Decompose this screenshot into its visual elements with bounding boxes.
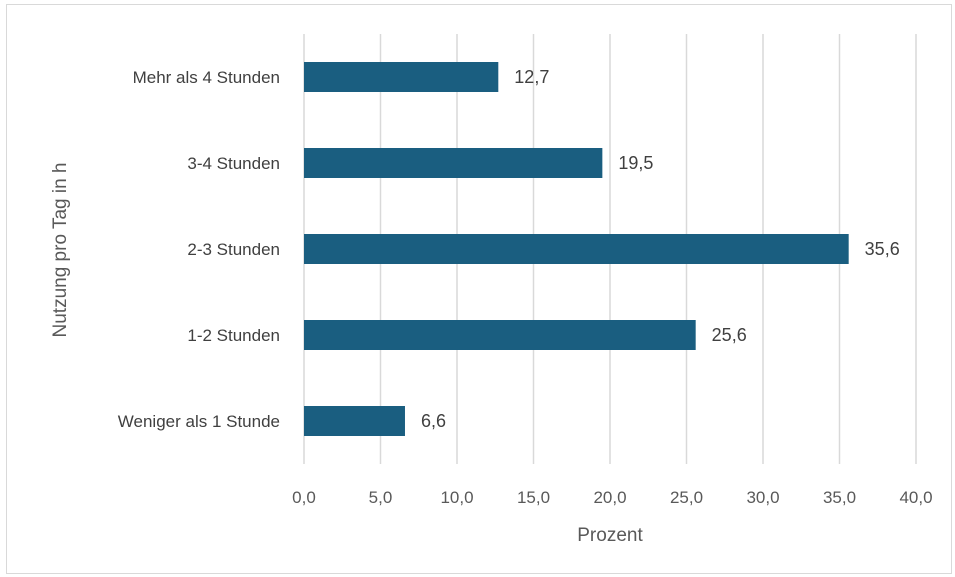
x-tick-label: 35,0 bbox=[823, 488, 856, 507]
x-tick-label: 10,0 bbox=[440, 488, 473, 507]
data-label: 25,6 bbox=[712, 325, 747, 345]
x-tick-label: 0,0 bbox=[292, 488, 316, 507]
data-label: 6,6 bbox=[421, 411, 446, 431]
bar bbox=[304, 320, 696, 350]
x-tick-label: 30,0 bbox=[746, 488, 779, 507]
x-tick-label: 25,0 bbox=[670, 488, 703, 507]
category-label: 3-4 Stunden bbox=[187, 154, 280, 173]
chart-frame bbox=[6, 4, 952, 574]
data-label: 19,5 bbox=[618, 153, 653, 173]
x-tick-label: 40,0 bbox=[899, 488, 932, 507]
data-label: 12,7 bbox=[514, 67, 549, 87]
bar bbox=[304, 148, 603, 178]
bar bbox=[304, 234, 849, 264]
category-label: Mehr als 4 Stunden bbox=[133, 68, 280, 87]
category-label: 1-2 Stunden bbox=[187, 326, 280, 345]
bar bbox=[304, 62, 499, 92]
x-tick-label: 20,0 bbox=[593, 488, 626, 507]
data-label: 35,6 bbox=[865, 239, 900, 259]
x-tick-label: 15,0 bbox=[517, 488, 550, 507]
x-axis-tick-labels: 0,0 5,0 10,0 15,0 20,0 25,0 30,0 35,0 40,0 bbox=[292, 488, 932, 507]
category-label: 2-3 Stunden bbox=[187, 240, 280, 259]
data-labels: 6,6 25,6 35,6 19,5 12,7 bbox=[421, 67, 900, 431]
y-axis-title: Nutzung pro Tag in h bbox=[50, 163, 71, 338]
category-labels: Weniger als 1 Stunde 1-2 Stunden 2-3 Stund… bbox=[118, 68, 280, 431]
x-tick-label: 5,0 bbox=[369, 488, 393, 507]
bars bbox=[304, 62, 849, 436]
category-label: Weniger als 1 Stunde bbox=[118, 412, 280, 431]
x-axis-title: Prozent bbox=[577, 525, 643, 546]
bar bbox=[304, 406, 405, 436]
